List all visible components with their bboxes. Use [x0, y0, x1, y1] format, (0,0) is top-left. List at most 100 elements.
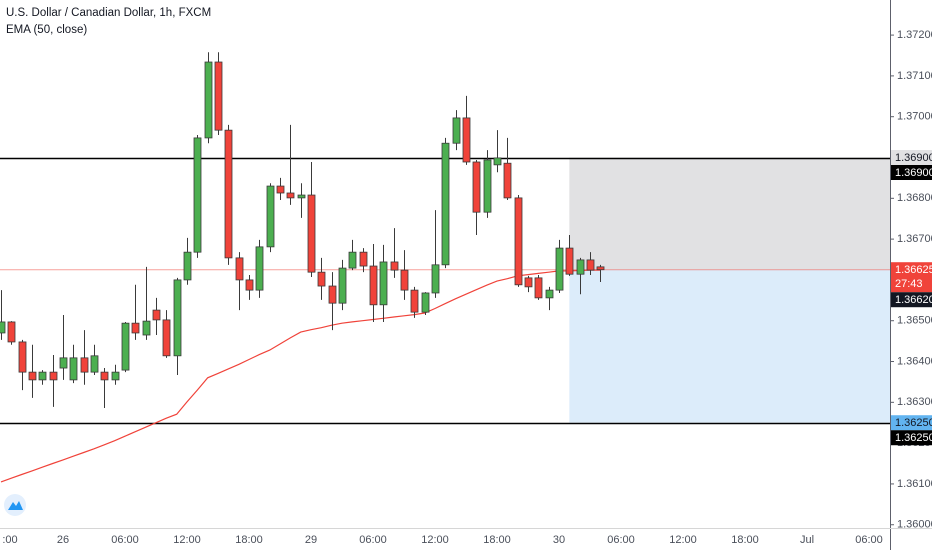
candle-body	[565, 247, 574, 275]
candle-body	[193, 137, 202, 253]
y-tick-label: 1.36300	[897, 396, 932, 408]
x-tick-label: 12:00	[669, 534, 697, 546]
candle-body	[297, 194, 306, 199]
candle-body	[483, 159, 492, 213]
candle-body	[472, 161, 481, 213]
price-tag-label: 1.36900	[895, 152, 932, 164]
price-tag	[891, 415, 932, 431]
price-tag-label: 1.36900	[895, 167, 932, 179]
y-tick-label: 1.36100	[897, 478, 932, 490]
candle-body	[214, 61, 223, 131]
candle-body	[379, 261, 388, 306]
candle-body	[452, 117, 461, 144]
chart-title: U.S. Dollar / Canadian Dollar, 1h, FXCM	[6, 7, 211, 19]
candle-body	[121, 322, 130, 371]
y-tick-label: 1.37100	[897, 70, 932, 82]
candle-body	[421, 292, 430, 313]
x-tick-label: 06:00	[111, 534, 139, 546]
y-tick-label: 1.37200	[897, 29, 932, 41]
candle-body	[152, 309, 161, 321]
candle-body	[162, 319, 171, 357]
candle-body	[534, 277, 543, 299]
indicator-label: EMA (50, close)	[6, 24, 87, 36]
candle-body	[555, 247, 564, 291]
candle-body	[183, 251, 192, 281]
price-tag-label: 1.36250	[895, 432, 932, 444]
x-tick-label: 18:00	[235, 534, 263, 546]
y-tick-label: 1.36500	[897, 315, 932, 327]
candle-body	[7, 321, 16, 343]
price-tag	[891, 430, 932, 446]
y-tick-label: 1.36000	[897, 519, 932, 531]
x-tick-label: 06:00	[607, 534, 635, 546]
plot-layer: 1.37200 1.37100 1.37000 1.36900 1.36800 1.367…	[0, 29, 932, 546]
price-tag	[891, 292, 932, 308]
candle-body	[493, 157, 502, 166]
candle-body	[28, 371, 37, 381]
price-tag-label: 1.36250	[895, 417, 932, 429]
candle-body	[0, 321, 6, 334]
price-tag	[891, 262, 932, 293]
candle-body	[596, 266, 605, 271]
candle-body	[369, 265, 378, 306]
candle-body	[59, 357, 68, 369]
candle-body	[338, 267, 347, 304]
x-tick-label: Jul	[800, 534, 814, 546]
candle-body	[100, 371, 109, 381]
candle-body	[204, 61, 213, 139]
candle-body	[359, 251, 368, 267]
price-tag	[891, 165, 932, 181]
candle-body	[90, 355, 99, 373]
candle-body	[576, 259, 585, 275]
x-tick-label: 06:00	[359, 534, 387, 546]
candle-body	[18, 341, 27, 373]
candle-body	[173, 279, 182, 357]
candle-body	[586, 259, 595, 271]
x-tick-label: 12:00	[173, 534, 201, 546]
countdown-label: 27:43	[895, 278, 923, 290]
candle-body	[441, 142, 450, 266]
price-tag-label: 1.36620	[895, 294, 932, 306]
candle-body	[431, 264, 440, 294]
candle-body	[545, 289, 554, 299]
logo-icon[interactable]	[8, 501, 23, 510]
candle-body	[80, 357, 89, 373]
x-tick-label: 18:00	[483, 534, 511, 546]
x-tick-label: 12:00	[421, 534, 449, 546]
candle-body	[111, 371, 120, 381]
candle-body	[348, 251, 357, 269]
x-tick-label: :00	[2, 534, 17, 546]
candle-body	[38, 371, 47, 381]
candle-body	[131, 322, 140, 334]
y-tick-label: 1.37000	[897, 111, 932, 123]
candle-body	[462, 117, 471, 163]
tradingview-logo[interactable]	[4, 494, 26, 516]
y-tick-label: 1.36400	[897, 355, 932, 367]
x-tick-label: 30	[553, 534, 565, 546]
candle-body	[400, 269, 409, 291]
x-tick-label: 26	[57, 534, 69, 546]
candle-body	[245, 279, 254, 291]
y-tick-label: 1.36800	[897, 192, 932, 204]
position-stop-zone	[569, 157, 890, 270]
candle-body	[266, 185, 275, 248]
y-tick-label: 1.36700	[897, 233, 932, 245]
candle-body	[410, 289, 419, 313]
candle-body	[142, 320, 151, 336]
price-tag-label: 1.36625	[895, 264, 932, 276]
candle-body	[307, 194, 316, 273]
candle-body	[255, 246, 264, 291]
candle-body	[514, 197, 523, 286]
candle-body	[503, 162, 512, 199]
x-tick-label: 18:00	[731, 534, 759, 546]
candle-body	[276, 185, 285, 194]
price-tag	[891, 150, 932, 166]
x-tick-label: 29	[305, 534, 317, 546]
position-target-zone	[569, 269, 890, 423]
ema-line	[0, 269, 601, 483]
x-tick-label: 06:00	[855, 534, 883, 546]
candle-body	[69, 357, 78, 381]
candle-body	[328, 285, 337, 304]
